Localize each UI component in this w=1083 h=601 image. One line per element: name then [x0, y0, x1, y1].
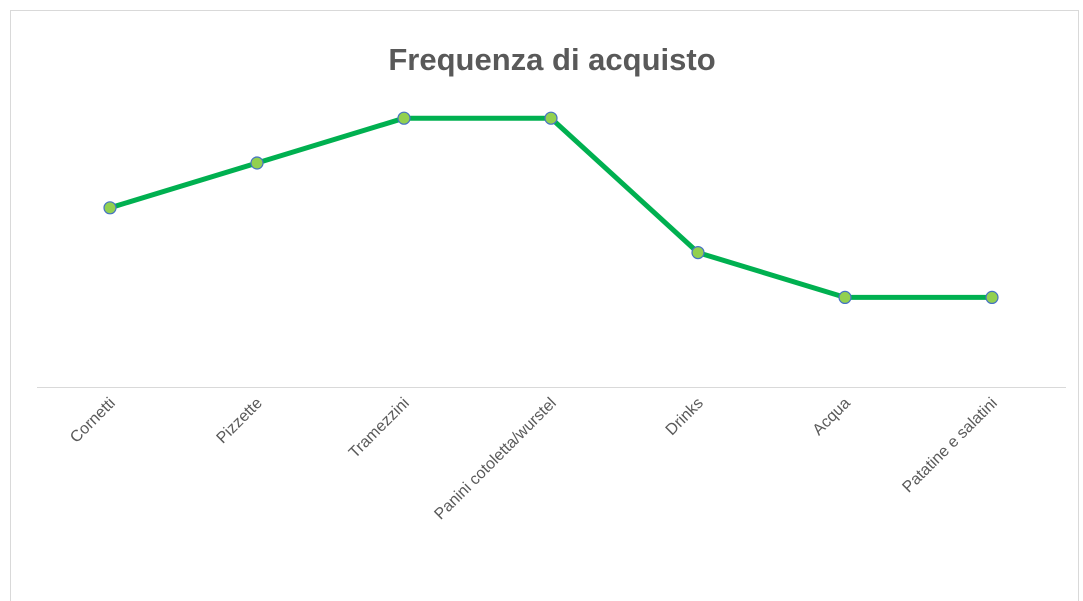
marker	[691, 246, 705, 260]
marker	[838, 290, 852, 304]
chart-frame	[10, 10, 1079, 601]
marker	[397, 111, 411, 125]
marker	[250, 156, 264, 170]
marker	[103, 201, 117, 215]
chart-title: Frequenza di acquisto	[388, 42, 715, 77]
marker	[985, 290, 999, 304]
marker	[544, 111, 558, 125]
